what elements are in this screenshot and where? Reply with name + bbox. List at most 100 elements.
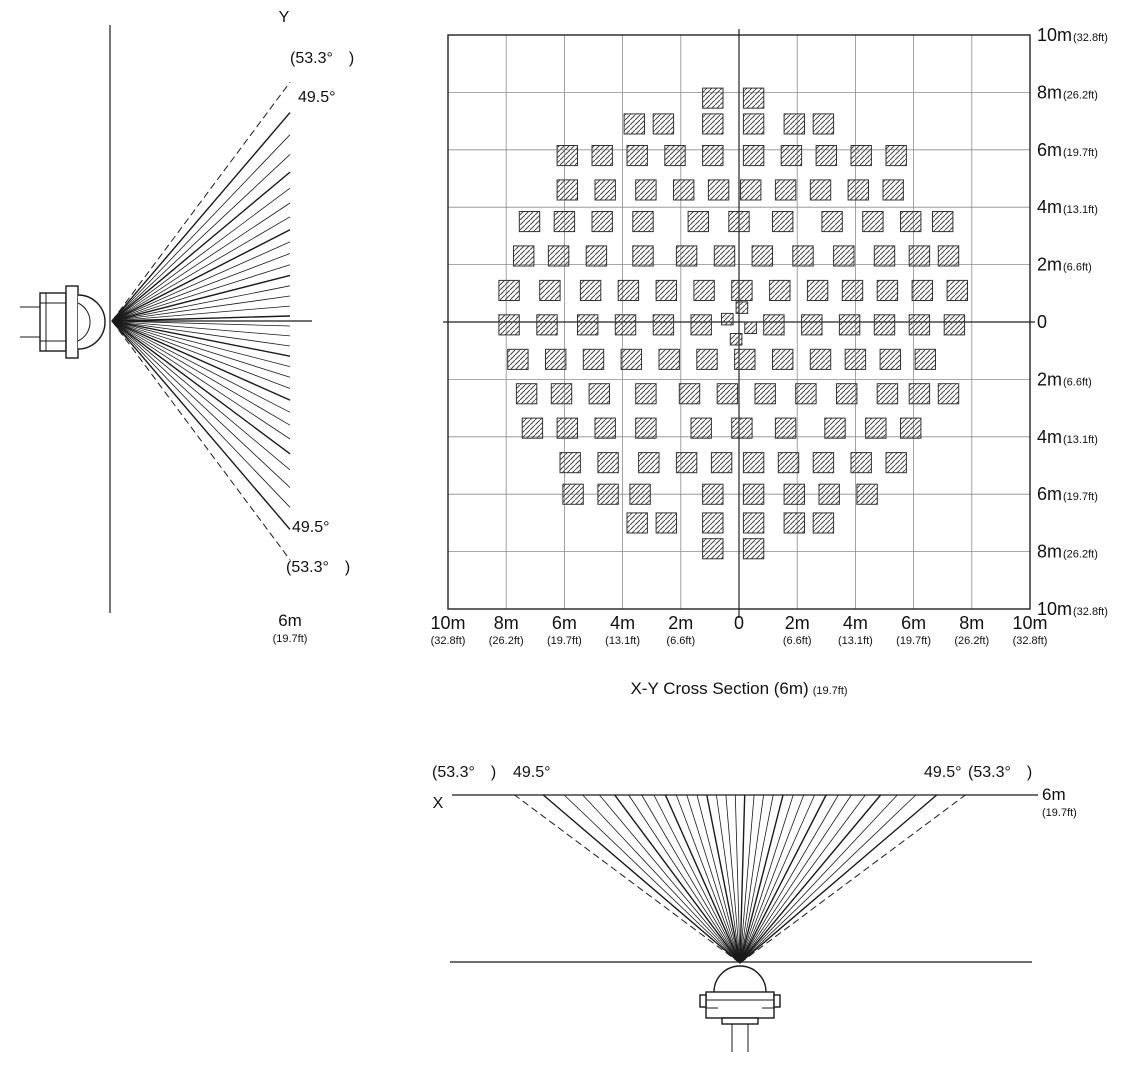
beam-line: [739, 794, 917, 964]
sensor-body: [39, 292, 67, 352]
beam-line: [111, 134, 291, 322]
x-tick-m: 2m: [668, 613, 693, 633]
detection-zone: [702, 87, 724, 109]
beam-line: [111, 202, 291, 322]
beam-line: [111, 295, 291, 322]
beam-line: [739, 794, 866, 964]
x-cross-section: X (53.3° ) 49.5° 49.5° (53.3° ) 6m (19.7…: [432, 764, 1077, 1052]
detection-zone: [754, 383, 776, 405]
beam-line: [739, 794, 794, 964]
detection-zone-small: [729, 333, 743, 346]
detection-zone: [865, 417, 887, 439]
beam-line: [111, 187, 291, 322]
detection-zone: [702, 113, 724, 135]
detection-zone: [629, 483, 651, 505]
detection-zone: [623, 113, 645, 135]
y-tick-label: 4m(13.1ft): [1037, 197, 1098, 217]
detection-zone: [821, 211, 843, 233]
beam-line: [111, 320, 291, 530]
detection-zone: [713, 245, 736, 267]
beam-line: [739, 794, 852, 964]
detection-zone: [862, 211, 884, 233]
detection-zone: [635, 383, 657, 405]
y-tick-m: 6m: [1037, 484, 1062, 504]
y-range-label: 6m: [278, 611, 302, 630]
x-tick-ft: (19.7ft): [896, 635, 931, 647]
detection-zone: [702, 512, 724, 534]
detection-zone: [900, 211, 922, 233]
detection-zone: [900, 417, 922, 439]
sensor-body-detail: [40, 293, 66, 351]
detection-zone: [518, 211, 541, 233]
y-axis-tick-labels: 10m(32.8ft)8m(26.2ft)6m(19.7ft)4m(13.1ft…: [1037, 25, 1108, 619]
detection-zone: [702, 145, 724, 167]
y-tick-m: 2m: [1037, 255, 1062, 275]
detection-zone: [740, 179, 762, 201]
beam-line: [734, 794, 741, 964]
y-tick-ft: (6.6ft): [1063, 262, 1092, 274]
detection-zone: [772, 348, 794, 370]
x-tick-ft: (19.7ft): [547, 635, 582, 647]
detection-zone: [521, 417, 544, 439]
detection-zone: [597, 452, 619, 474]
sensor-pins: [20, 306, 40, 338]
beam-line: [739, 794, 746, 964]
detection-zone: [731, 417, 753, 439]
y-tick-label: 2m(6.6ft): [1037, 369, 1092, 389]
x-beam-fan: [514, 794, 966, 964]
detection-zone-small: [735, 301, 749, 314]
y-angle-outer-bottom: (53.3° ): [286, 559, 350, 576]
detection-zone: [856, 483, 878, 505]
detection-zone: [716, 383, 739, 405]
sensor-flange: [65, 285, 79, 359]
detection-zone: [914, 348, 936, 370]
detection-zone: [838, 314, 861, 336]
beam-line: [111, 320, 291, 471]
detection-zone: [626, 145, 648, 167]
detection-zone: [577, 314, 599, 336]
detection-zone: [780, 145, 803, 167]
detection-zone: [937, 245, 960, 267]
x-tick-ft: (32.8ft): [431, 635, 466, 647]
detection-zone: [591, 211, 613, 233]
x-tick-m: 2m: [785, 613, 810, 633]
y-angle-outer-top: (53.3° ): [290, 50, 354, 67]
detection-zone: [562, 483, 584, 505]
y-angle-inner-bottom: 49.5°: [292, 519, 330, 536]
detection-zone: [850, 452, 872, 474]
detection-zone: [742, 538, 765, 560]
detection-zone: [783, 113, 805, 135]
beam-line: [725, 794, 741, 964]
x-axis-label: X: [433, 795, 444, 812]
beam-line: [111, 315, 291, 322]
beam-line: [111, 229, 291, 322]
detection-zone: [632, 211, 654, 233]
detection-zone: [658, 348, 680, 370]
detection-zone: [635, 179, 657, 201]
beam-line: [628, 794, 741, 964]
detection-zone: [632, 245, 654, 267]
sensor-pins: [731, 1024, 749, 1052]
beam-line-outer-dashed: [739, 794, 966, 964]
detection-zone: [882, 179, 904, 201]
detection-zone: [550, 383, 573, 405]
beam-line: [614, 794, 741, 964]
detection-zone-small: [744, 321, 757, 334]
detection-zone: [742, 113, 765, 135]
detection-zone: [507, 348, 529, 370]
y-tick-ft: (19.7ft): [1063, 491, 1098, 503]
beam-line: [739, 794, 938, 964]
detection-zone: [498, 314, 520, 336]
y-tick-m: 6m: [1037, 140, 1062, 160]
detection-zone: [638, 452, 660, 474]
sensor-base: [721, 1017, 759, 1025]
xy-caption-text: X-Y Cross Section (6m): [630, 679, 808, 698]
y-tick-ft: (32.8ft): [1073, 606, 1108, 618]
detection-zone: [783, 512, 805, 534]
beam-line: [739, 794, 755, 964]
detection-zone: [850, 145, 872, 167]
detection-zone: [536, 314, 558, 336]
detection-zone: [702, 483, 724, 505]
y-tick-m: 10m: [1037, 599, 1072, 619]
beam-line: [739, 794, 815, 964]
